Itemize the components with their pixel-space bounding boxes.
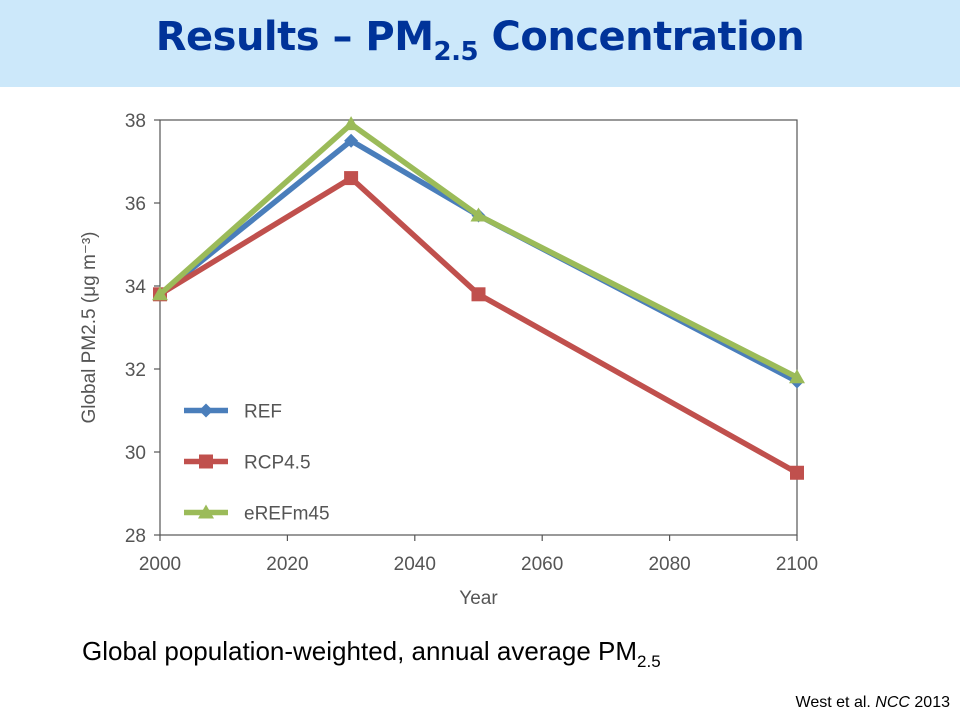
- point-erefm45-2100: [789, 369, 805, 384]
- plot-frame: [159, 119, 798, 536]
- y-tick-label: 32: [125, 360, 146, 381]
- x-tick-label: 2080: [648, 554, 690, 575]
- slide-title-rest: Concentration: [478, 14, 805, 60]
- chart-caption-subscript: 2.5: [637, 652, 661, 671]
- x-tick-label: 2000: [139, 554, 181, 575]
- legend-label-ref: REF: [244, 402, 282, 423]
- x-tick-label: 2100: [776, 554, 818, 575]
- y-tick-label: 34: [125, 277, 147, 298]
- series-line-rcp45: [158, 175, 799, 476]
- slide-title-main: Results – PM: [155, 14, 434, 60]
- citation-year: 2013: [909, 694, 950, 711]
- chart-caption: Global population-weighted, annual avera…: [82, 636, 661, 671]
- y-tick-label: 28: [125, 526, 146, 547]
- y-tick-label: 38: [125, 111, 146, 132]
- point-erefm45-2000: [152, 286, 168, 301]
- title-bar: [0, 0, 960, 87]
- legend-label-rcp45: RCP4.5: [244, 453, 311, 474]
- legend-marker-ref: [199, 403, 213, 418]
- point-rcp45-2100: [790, 465, 804, 480]
- slide-title: Results – PM2.5 Concentration: [0, 14, 960, 67]
- legend-label-erefm45: eREFm45: [244, 504, 330, 525]
- y-tick-label: 30: [125, 443, 146, 464]
- point-rcp45-2030: [344, 171, 359, 186]
- legend-marker-rcp45: [199, 454, 213, 469]
- chart-caption-main: Global population-weighted, annual avera…: [82, 636, 638, 666]
- citation-author: West et al.: [795, 694, 876, 711]
- x-tick-label: 2040: [394, 554, 436, 575]
- x-tick-label: 2020: [266, 554, 308, 575]
- series-line-erefm45: [158, 121, 799, 380]
- legend-marker-erefm45: [198, 504, 214, 519]
- x-axis-label: Year: [459, 588, 498, 609]
- y-tick-label: 36: [125, 194, 146, 215]
- citation: West et al. NCC 2013: [796, 694, 950, 712]
- point-rcp45-2050: [471, 287, 486, 302]
- series-line-ref: [158, 138, 799, 384]
- pm25-line-chart: 28 30 32 34 36 38 2000 2020 2040 2060 2080 2100 Year…: [79, 111, 818, 609]
- point-erefm45-2030: [343, 116, 360, 131]
- citation-journal: NCC: [875, 694, 910, 711]
- x-tick-label: 2060: [521, 554, 563, 575]
- point-erefm45-2050: [470, 207, 487, 222]
- y-axis-label: Global PM2.5 (μg m⁻³): [79, 231, 100, 423]
- point-ref-2030: [344, 133, 359, 148]
- slide-title-subscript: 2.5: [433, 37, 479, 67]
